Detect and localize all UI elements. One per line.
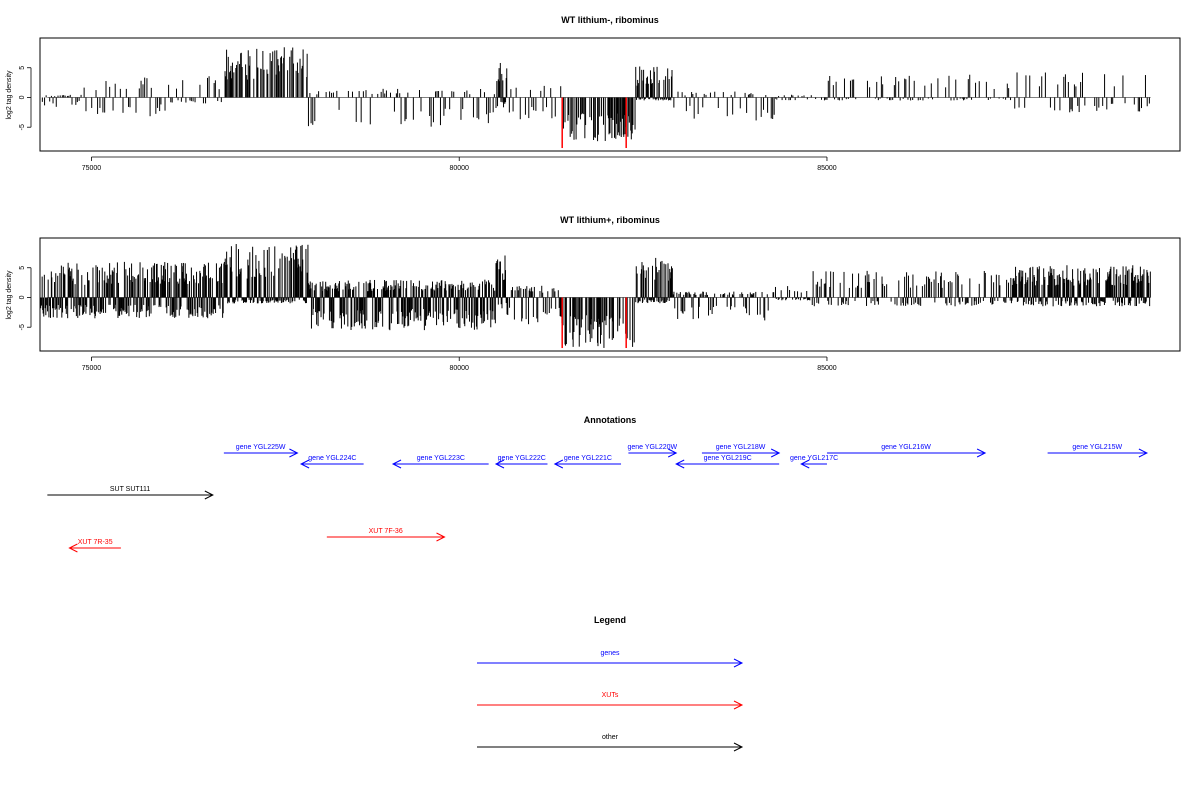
legend-items: genes XUTs other: [477, 650, 744, 752]
panel1-x-axis: 75000 80000 85000: [82, 156, 837, 172]
feature-arrow: gene YGL222C: [494, 455, 548, 469]
feature-arrow: gene YGL225W: [223, 444, 299, 458]
arrow-head: [494, 459, 505, 469]
feature-arrow: SUT SUT111: [47, 486, 214, 500]
arrow-head: [733, 742, 744, 752]
y-tick-label: 0: [19, 95, 26, 99]
arrow-head: [204, 490, 214, 500]
arrow-head: [68, 543, 78, 553]
feature-label: SUT SUT111: [110, 486, 151, 493]
x-tick-label: 85000: [817, 165, 837, 172]
legend-item: genes: [477, 650, 744, 668]
y-tick-label: 5: [19, 66, 26, 70]
feature-arrow: gene YGL219C: [675, 455, 780, 469]
feature-label: gene YGL223C: [417, 455, 465, 462]
feature-arrow: gene YGL224C: [299, 455, 364, 469]
y-tick-label: -5: [19, 124, 26, 130]
feature-arrow: gene YGL218W: [701, 444, 781, 458]
legend-item: XUTs: [477, 692, 744, 710]
panel2-highlight-lines: [561, 297, 627, 349]
feature-label: gene YGL218W: [716, 444, 766, 451]
feature-label: gene YGL217C: [790, 455, 838, 462]
x-tick-label: 80000: [449, 165, 469, 172]
legend-label: other: [602, 734, 619, 741]
feature-label: gene YGL224C: [308, 455, 356, 462]
arrow-head: [289, 448, 299, 458]
legend-label: genes: [600, 650, 620, 657]
feature-arrow: gene YGL215W: [1047, 444, 1149, 458]
arrow-head: [391, 459, 402, 469]
panel-lithium-plus: WT lithium+, ribominus log2 tag density …: [6, 215, 1181, 372]
arrow-head: [553, 459, 564, 469]
feature-arrow: gene YGL220W: [627, 444, 678, 458]
panel1-highlight-lines: [561, 97, 627, 149]
y-tick-label: 5: [19, 266, 26, 270]
feature-label: gene YGL216W: [881, 444, 931, 451]
feature-label: gene YGL225W: [236, 444, 286, 451]
feature-label: XUT 7R-35: [78, 539, 113, 546]
panel2-y-axis: -5 0 5: [19, 266, 32, 330]
panel1-title: WT lithium-, ribominus: [561, 15, 659, 25]
legend-item: other: [477, 734, 744, 752]
arrow-head: [436, 532, 446, 542]
x-tick-label: 75000: [82, 165, 102, 172]
arrow-head: [733, 700, 744, 710]
feature-arrow: XUT 7F-36: [326, 528, 446, 542]
feature-arrow: XUT 7R-35: [68, 539, 121, 553]
feature-label: gene YGL222C: [498, 455, 546, 462]
feature-label: gene YGL215W: [1072, 444, 1122, 451]
panel2-title: WT lithium+, ribominus: [560, 215, 660, 225]
arrow-head: [976, 448, 987, 458]
annotation-tracks: gene YGL225W gene YGL224C gene YGL223C gene…: [47, 444, 1149, 553]
x-tick-label: 75000: [82, 365, 102, 372]
panel1-ylabel: log2 tag density: [6, 70, 13, 120]
feature-arrow: gene YGL217C: [790, 455, 838, 469]
legend-section: Legend genes XUTs other: [477, 615, 744, 752]
panel1-y-axis: -5 0 5: [19, 66, 32, 130]
feature-label: XUT 7F-36: [369, 528, 403, 535]
arrow-head: [733, 658, 744, 668]
panel1-bars: [39, 47, 1151, 142]
legend-label: XUTs: [602, 692, 619, 699]
feature-label: gene YGL219C: [704, 455, 752, 462]
arrow-head: [667, 448, 678, 458]
y-tick-label: 0: [19, 295, 26, 299]
arrow-head: [770, 448, 781, 458]
y-tick-label: -5: [19, 324, 26, 330]
arrow-head: [1138, 448, 1149, 458]
x-tick-label: 80000: [449, 365, 469, 372]
feature-label: gene YGL221C: [564, 455, 612, 462]
arrow-head: [675, 459, 685, 469]
panel2-frame: [39, 237, 1181, 352]
panel2-ylabel: log2 tag density: [6, 270, 13, 320]
panel-lithium-minus: WT lithium-, ribominus log2 tag density …: [6, 15, 1181, 172]
x-tick-label: 85000: [817, 365, 837, 372]
legend-title: Legend: [594, 615, 626, 625]
feature-arrow: gene YGL221C: [553, 455, 622, 469]
feature-arrow: gene YGL223C: [391, 455, 489, 469]
panel2-bars: [39, 244, 1151, 348]
feature-arrow: gene YGL216W: [826, 444, 987, 458]
arrow-head: [800, 459, 810, 469]
feature-label: gene YGL220W: [627, 444, 677, 451]
panel1-frame: [39, 37, 1181, 152]
annotations-title: Annotations: [584, 415, 637, 425]
arrow-head: [299, 459, 310, 469]
panel2-x-axis: 75000 80000 85000: [82, 356, 837, 372]
